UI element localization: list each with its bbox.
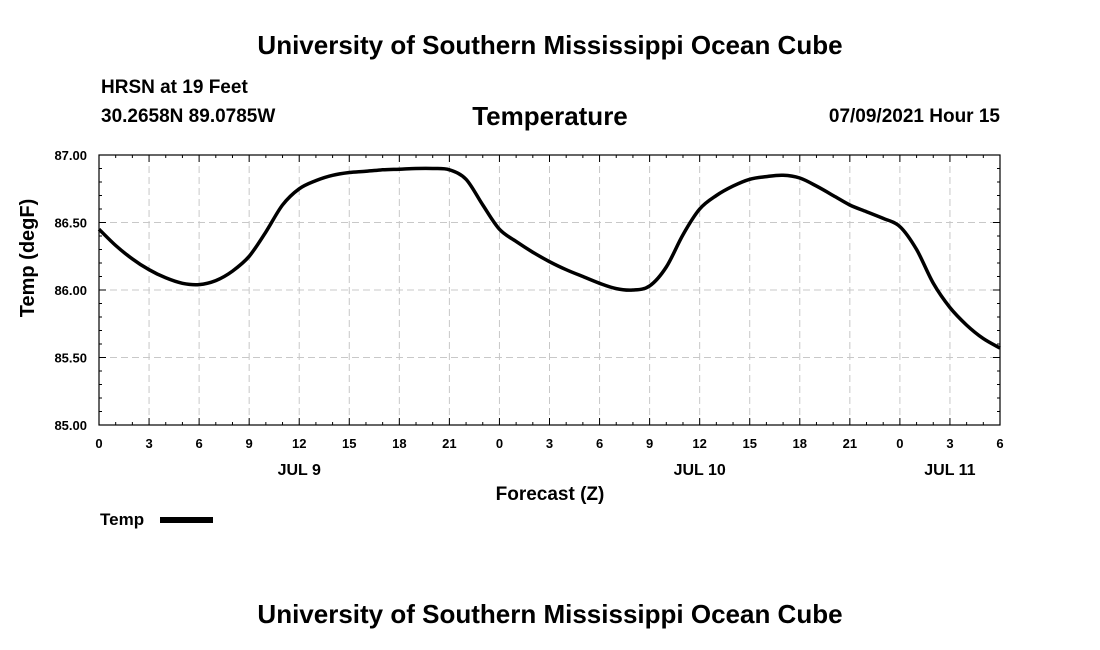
- series-layer: [97, 166, 1001, 350]
- x-tick-label: 9: [246, 436, 253, 451]
- chart-title: Temperature: [472, 101, 628, 131]
- station-label: HRSN at 19 Feet: [101, 77, 248, 98]
- x-tick-label: 12: [692, 436, 706, 451]
- x-date-label: JUL 10: [674, 462, 726, 479]
- grid: [99, 155, 1000, 425]
- x-tick-label: 6: [596, 436, 603, 451]
- y-axis-title: Temp (degF): [17, 199, 39, 318]
- x-tick-label: 0: [496, 436, 503, 451]
- x-tick-label: 21: [843, 436, 857, 451]
- y-tick-label: 87.00: [54, 148, 87, 163]
- x-date-label: JUL 9: [278, 462, 321, 479]
- x-tick-label: 3: [145, 436, 152, 451]
- x-tick-label: 15: [742, 436, 756, 451]
- x-tick-label: 12: [292, 436, 306, 451]
- x-tick-label: 18: [392, 436, 406, 451]
- bottom-title: University of Southern Mississippi Ocean…: [257, 599, 843, 629]
- x-tick-label: 18: [793, 436, 807, 451]
- y-tick-label: 85.00: [54, 418, 87, 433]
- x-tick-label: 0: [95, 436, 102, 451]
- x-tick-label: 15: [342, 436, 356, 451]
- axis-labels: 0 3 6 9 12 15 18 21 0 3 6 9 12 15 18 21 0 3 6 85.00 85.50 86.…: [54, 148, 1003, 479]
- x-tick-label: 21: [442, 436, 456, 451]
- y-tick-label: 86.50: [54, 216, 87, 231]
- x-tick-label: 0: [896, 436, 903, 451]
- x-date-label: JUL 11: [924, 462, 975, 479]
- x-tick-label: 9: [646, 436, 653, 451]
- x-tick-label: 6: [996, 436, 1003, 451]
- x-tick-label: 6: [195, 436, 202, 451]
- station-coordinates: 30.2658N 89.0785W: [101, 106, 276, 127]
- x-axis-title: Forecast (Z): [496, 484, 605, 505]
- legend-label: Temp: [100, 510, 144, 529]
- top-title: University of Southern Mississippi Ocean…: [257, 30, 843, 60]
- legend: Temp: [100, 510, 213, 529]
- plot-frame: [98, 154, 1001, 426]
- y-tick-label: 85.50: [54, 351, 87, 366]
- forecast-run-time: 07/09/2021 Hour 15: [828, 106, 1000, 127]
- x-tick-label: 3: [946, 436, 953, 451]
- x-tick-label: 3: [546, 436, 553, 451]
- series-line-temp: [97, 166, 1001, 350]
- y-tick-label: 86.00: [54, 283, 87, 298]
